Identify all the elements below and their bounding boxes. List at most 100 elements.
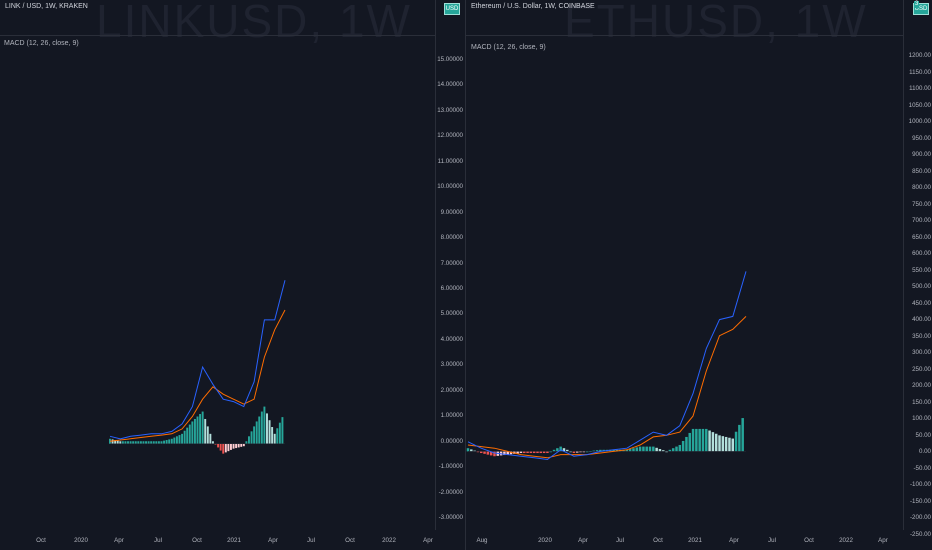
price-tick-label: 650.00 bbox=[912, 233, 931, 241]
macd-indicator-label[interactable]: MACD (12, 26, close, 9) bbox=[4, 40, 79, 47]
price-tick-label: 350.00 bbox=[912, 332, 931, 340]
histogram-bar bbox=[124, 441, 127, 444]
macd-indicator-label[interactable]: MACD (12, 26, close, 9) bbox=[471, 44, 546, 51]
price-tick-label: 0.00000 bbox=[440, 437, 463, 445]
time-axis[interactable]: Oct 2020 Apr Jul Oct 2021 Apr Jul Oct 2022 Apr bbox=[0, 537, 435, 550]
macd-plot-area[interactable] bbox=[466, 0, 903, 537]
histogram-bar bbox=[486, 451, 490, 455]
histogram-bar bbox=[662, 450, 665, 452]
time-tick-label: 2020 bbox=[538, 537, 552, 544]
histogram-bar bbox=[201, 411, 204, 444]
time-tick-label: 2021 bbox=[227, 537, 241, 544]
histogram-bar bbox=[188, 424, 191, 444]
histogram-bar bbox=[281, 417, 284, 444]
histogram-bar bbox=[255, 421, 258, 444]
histogram-bar bbox=[132, 441, 135, 444]
histogram-bar bbox=[139, 441, 142, 444]
signal-line bbox=[109, 309, 286, 442]
price-tick-label: -100.00 bbox=[910, 481, 931, 489]
price-tick-label: 900.00 bbox=[912, 151, 931, 159]
time-tick-label: 2022 bbox=[839, 537, 853, 544]
histogram-bar bbox=[121, 441, 124, 444]
histogram-bar bbox=[260, 411, 263, 444]
currency-badge[interactable]: USD bbox=[444, 3, 460, 15]
histogram-bar bbox=[731, 438, 735, 452]
histogram-bar bbox=[701, 428, 705, 452]
histogram-bar bbox=[632, 448, 635, 452]
price-tick-label: 2.00000 bbox=[440, 386, 463, 394]
macd-plot-area[interactable] bbox=[0, 0, 435, 537]
price-tick-label: 14.00000 bbox=[437, 81, 463, 89]
price-tick-label: 50.00 bbox=[915, 431, 931, 439]
histogram-bar bbox=[150, 441, 153, 444]
price-tick-label: 1200.00 bbox=[908, 52, 931, 59]
price-tick-label: -1.00000 bbox=[438, 463, 463, 471]
price-tick-label: 150.00 bbox=[912, 398, 931, 406]
histogram-bar bbox=[466, 448, 470, 452]
histogram-bar bbox=[470, 449, 473, 452]
histogram-bar bbox=[675, 446, 678, 452]
histogram-bar bbox=[642, 446, 645, 452]
histogram-bar bbox=[655, 447, 658, 452]
histogram-bar bbox=[211, 441, 214, 444]
histogram-bar bbox=[193, 418, 196, 444]
time-tick-label: Jul bbox=[307, 537, 315, 544]
histogram-bar bbox=[170, 438, 173, 444]
histogram-bar bbox=[599, 449, 602, 452]
histogram-bar bbox=[114, 440, 117, 444]
histogram-bar bbox=[546, 451, 549, 454]
histogram-bar bbox=[516, 451, 519, 454]
time-tick-label: Jul bbox=[616, 537, 624, 544]
price-tick-label: 550.00 bbox=[912, 266, 931, 274]
time-axis[interactable]: Aug 2020 Apr Jul Oct 2021 Apr Jul Oct 2022 Apr bbox=[466, 537, 903, 550]
histogram-bar bbox=[559, 446, 562, 452]
histogram-bar bbox=[529, 451, 533, 454]
price-tick-label: -3.00000 bbox=[438, 514, 463, 521]
link-chart-pane[interactable]: LINKUSD, 1W LINK / USD, 1W, KRAKEN MACD … bbox=[0, 0, 465, 550]
histogram-bar bbox=[562, 448, 566, 452]
histogram-bar bbox=[173, 437, 176, 444]
histogram-bar bbox=[595, 450, 599, 452]
histogram-bar bbox=[217, 443, 220, 448]
histogram-bar bbox=[206, 426, 209, 444]
price-tick-label: 700.00 bbox=[912, 217, 931, 225]
histogram-bar bbox=[728, 437, 731, 452]
histogram-bar bbox=[204, 418, 207, 444]
price-tick-label: -50.00 bbox=[913, 464, 931, 472]
histogram-bar bbox=[242, 443, 245, 447]
time-tick-label: Apr bbox=[423, 537, 433, 544]
histogram-bar bbox=[648, 446, 652, 452]
histogram-bar bbox=[476, 451, 480, 453]
histogram-bar bbox=[129, 441, 132, 444]
pane-separator bbox=[466, 35, 903, 36]
price-tick-label: 8.00000 bbox=[440, 234, 463, 242]
histogram-bar bbox=[253, 426, 256, 444]
histogram-bar bbox=[163, 440, 166, 444]
price-tick-label: 11.00000 bbox=[437, 157, 463, 165]
time-tick-label: 2022 bbox=[382, 537, 396, 544]
histogram-bar bbox=[127, 441, 129, 444]
time-tick-label: Oct bbox=[345, 537, 355, 544]
histogram-bar bbox=[493, 451, 496, 457]
histogram-bar bbox=[240, 443, 243, 447]
price-tick-label: -200.00 bbox=[910, 514, 931, 522]
histogram-bar bbox=[248, 436, 250, 444]
histogram-bar bbox=[227, 443, 230, 452]
histogram-bar bbox=[741, 418, 744, 452]
symbol-title: LINK / USD, 1W, KRAKEN bbox=[5, 3, 88, 10]
pane-divider[interactable] bbox=[465, 0, 466, 550]
eth-chart-pane[interactable]: ETHUSD, 1W Ethereum / U.S. Dollar, 1W, C… bbox=[466, 0, 932, 550]
price-axis[interactable]: 15.00000 14.00000 13.00000 12.00000 11.00000… bbox=[435, 0, 465, 530]
histogram-bar bbox=[645, 446, 648, 452]
histogram-bar bbox=[165, 440, 168, 444]
histogram-bar bbox=[734, 431, 738, 452]
price-tick-label: 3.00000 bbox=[440, 361, 463, 369]
histogram-bar bbox=[688, 432, 691, 452]
price-tick-label: 1150.00 bbox=[909, 68, 931, 76]
price-tick-label: 15.00000 bbox=[437, 56, 463, 63]
histogram-bar bbox=[708, 430, 711, 452]
histogram-bar bbox=[556, 448, 559, 452]
price-tick-label: 0.00 bbox=[918, 448, 931, 456]
price-tick-label: 800.00 bbox=[912, 184, 931, 192]
price-axis[interactable]: 1200.00 1150.00 1100.00 1050.00 1000.00 950.0… bbox=[903, 0, 932, 538]
